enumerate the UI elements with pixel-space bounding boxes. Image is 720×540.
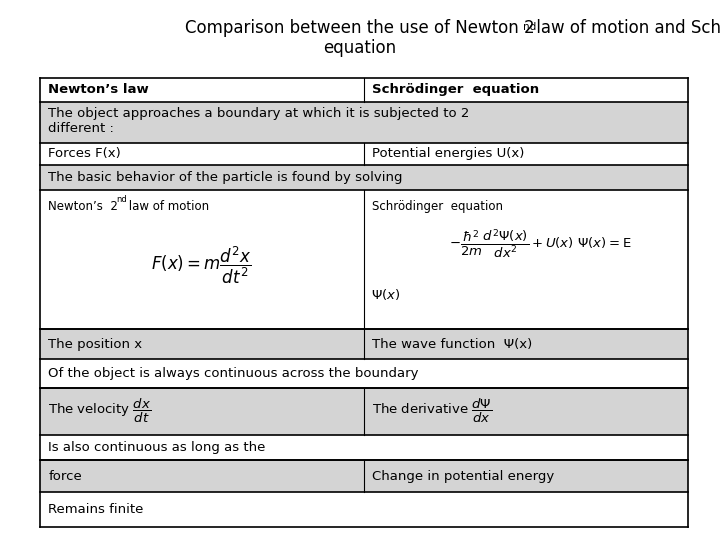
Text: The velocity $\dfrac{dx}{dt}$: The velocity $\dfrac{dx}{dt}$ bbox=[48, 397, 151, 426]
Text: law of motion: law of motion bbox=[125, 200, 210, 213]
Bar bbox=[40, 143, 688, 165]
Text: nd: nd bbox=[523, 22, 536, 32]
Bar bbox=[40, 165, 688, 190]
Text: Schrödinger  equation: Schrödinger equation bbox=[372, 83, 539, 97]
Text: $-\dfrac{\hbar^2}{2m}\dfrac{d^2\Psi(x)}{dx^2} + U(x)\ \Psi(x) =\mathrm{E}$: $-\dfrac{\hbar^2}{2m}\dfrac{d^2\Psi(x)}{… bbox=[449, 227, 631, 260]
Text: The position x: The position x bbox=[48, 338, 143, 351]
Bar bbox=[40, 460, 688, 492]
Bar bbox=[40, 78, 688, 102]
Text: Change in potential energy: Change in potential energy bbox=[372, 470, 554, 483]
Text: The object approaches a boundary at which it is subjected to 2: The object approaches a boundary at whic… bbox=[48, 107, 469, 120]
Text: Remains finite: Remains finite bbox=[48, 503, 143, 516]
Text: Newton’s  2: Newton’s 2 bbox=[48, 200, 118, 213]
Text: Potential energies U(x): Potential energies U(x) bbox=[372, 147, 525, 160]
Bar bbox=[40, 435, 688, 460]
Text: nd: nd bbox=[117, 195, 127, 205]
Bar bbox=[40, 388, 688, 435]
Text: The wave function  Ψ(x): The wave function Ψ(x) bbox=[372, 338, 533, 351]
Text: Comparison between the use of Newton 2: Comparison between the use of Newton 2 bbox=[185, 19, 535, 37]
Text: Of the object is always continuous across the boundary: Of the object is always continuous acros… bbox=[48, 367, 419, 380]
Text: equation: equation bbox=[323, 39, 397, 57]
Text: force: force bbox=[48, 470, 82, 483]
Text: Schrödinger  equation: Schrödinger equation bbox=[372, 200, 503, 213]
Bar bbox=[40, 492, 688, 526]
Text: The basic behavior of the particle is found by solving: The basic behavior of the particle is fo… bbox=[48, 171, 402, 184]
Text: $F(x) = m\dfrac{d^2x}{dt^2}$: $F(x) = m\dfrac{d^2x}{dt^2}$ bbox=[151, 245, 252, 286]
Text: law of motion and Schrödinger: law of motion and Schrödinger bbox=[531, 19, 720, 37]
Text: The derivative $\dfrac{d\Psi}{dx}$: The derivative $\dfrac{d\Psi}{dx}$ bbox=[372, 397, 492, 426]
Text: Is also continuous as long as the: Is also continuous as long as the bbox=[48, 441, 266, 454]
Text: $\Psi(x)$: $\Psi(x)$ bbox=[371, 287, 400, 302]
Bar bbox=[40, 190, 688, 329]
Bar bbox=[40, 359, 688, 388]
Text: different :: different : bbox=[48, 122, 114, 135]
Text: Forces F(x): Forces F(x) bbox=[48, 147, 121, 160]
Bar bbox=[40, 329, 688, 359]
Text: Newton’s law: Newton’s law bbox=[48, 83, 149, 97]
Bar bbox=[40, 102, 688, 143]
